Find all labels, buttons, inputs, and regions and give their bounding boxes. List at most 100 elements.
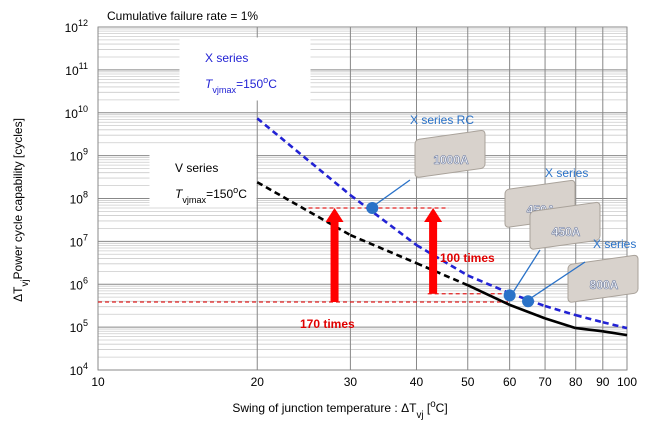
- x-tick-label: 40: [410, 375, 424, 389]
- y-tick-label: 107: [70, 232, 88, 249]
- point-label: X series: [593, 237, 636, 251]
- y-axis-label-part: ΔT: [11, 286, 25, 302]
- series-note-part: =150: [236, 77, 263, 91]
- x-tick-label: 70: [538, 375, 552, 389]
- y-tick-base: 10: [65, 64, 79, 78]
- series-box: [149, 147, 257, 207]
- y-tick-base: 10: [70, 278, 84, 292]
- point-marker: [503, 289, 516, 302]
- y-tick-label: 104: [70, 361, 88, 378]
- y-tick-exponent: 9: [83, 147, 88, 157]
- series-note-part: o: [233, 185, 238, 195]
- point-marker: [522, 295, 535, 308]
- x-tick-label: 90: [596, 375, 610, 389]
- x-axis-label-part: C]: [436, 401, 448, 415]
- x-axis-label-part: Swing of junction temperature : ΔT: [232, 401, 417, 415]
- y-tick-base: 10: [70, 150, 84, 164]
- series-box: [179, 37, 311, 101]
- product-label: 1000A: [433, 153, 469, 167]
- arrow-label: 170 times: [300, 317, 355, 331]
- y-tick-label: 108: [70, 190, 88, 207]
- series-note-part: C: [238, 187, 247, 201]
- series-segment: [467, 274, 511, 295]
- series-segment: [256, 181, 352, 237]
- series-segment: [575, 313, 604, 324]
- series-note-part: vjmax: [212, 85, 236, 95]
- x-tick-label: 60: [503, 375, 517, 389]
- series-note-part: T: [205, 77, 214, 91]
- y-tick-exponent: 8: [83, 190, 88, 200]
- callout-line: [513, 249, 541, 292]
- series-note: Tvjmax=150oC: [205, 75, 277, 95]
- y-tick-label: 1010: [65, 104, 88, 121]
- x-tick-label: 30: [344, 375, 358, 389]
- y-tick-base: 10: [70, 193, 84, 207]
- y-tick-exponent: 11: [79, 61, 88, 71]
- x-tick-label: 100: [617, 375, 637, 389]
- x-axis-label-part: vj: [416, 410, 423, 421]
- series-segment: [544, 317, 577, 330]
- y-tick-base: 10: [70, 364, 84, 378]
- series-segment: [544, 304, 577, 317]
- series-note-part: T: [175, 187, 184, 201]
- series-segment: [602, 320, 628, 330]
- series-segment: [509, 291, 546, 308]
- series-note-part: =150: [206, 187, 233, 201]
- product-image: [414, 129, 486, 178]
- series-segment: [509, 303, 546, 320]
- y-tick-label: 109: [70, 147, 88, 164]
- x-tick-label: 80: [569, 375, 583, 389]
- series-segment: [349, 194, 418, 247]
- series-note-part: vjmax: [182, 195, 206, 205]
- x-tick-label: 10: [91, 375, 105, 389]
- point-label: X series: [545, 166, 588, 180]
- series-note-part: o: [263, 75, 268, 85]
- y-tick-exponent: 7: [83, 232, 88, 242]
- x-axis-label-part: o: [430, 399, 436, 410]
- x-axis-label-part: [: [424, 401, 431, 415]
- product-image: [529, 201, 601, 250]
- product-image: [567, 254, 639, 303]
- product-label: 800A: [590, 278, 619, 292]
- y-tick-base: 10: [65, 107, 79, 121]
- y-tick-base: 10: [70, 235, 84, 249]
- arrow-head: [424, 208, 443, 223]
- series-segment: [575, 326, 603, 333]
- y-tick-exponent: 12: [78, 18, 88, 28]
- callout-line: [531, 261, 586, 298]
- y-tick-label: 1012: [65, 18, 88, 35]
- y-tick-exponent: 10: [78, 104, 88, 114]
- series-segment: [467, 284, 511, 307]
- series-name: X series: [205, 51, 248, 65]
- y-tick-exponent: 4: [83, 361, 88, 371]
- arrow-label: 100 times: [440, 251, 495, 265]
- product-label: 450A: [552, 225, 581, 239]
- callout-line: [375, 179, 411, 205]
- y-tick-exponent: 6: [83, 275, 88, 285]
- series-note-part: C: [268, 77, 277, 91]
- y-tick-exponent: 5: [83, 318, 88, 328]
- series-segment: [256, 117, 352, 197]
- series-segment: [602, 329, 628, 337]
- x-tick-label: 20: [251, 375, 265, 389]
- y-axis-label-part: Power cycle capability [cycles]: [11, 118, 25, 279]
- y-tick-label: 106: [70, 275, 88, 292]
- series-segment: [349, 233, 417, 265]
- arrow-shaft: [429, 220, 438, 294]
- y-axis-label-part: vj: [20, 279, 31, 286]
- series-note: Tvjmax=150oC: [175, 185, 247, 205]
- chart-title: Cumulative failure rate = 1%: [107, 9, 258, 23]
- arrow-head: [325, 208, 344, 223]
- y-tick-label: 105: [70, 318, 88, 335]
- series-name: V series: [175, 161, 218, 175]
- y-axis-label: ΔTvjPower cycle capability [cycles]: [11, 118, 31, 302]
- arrow-shaft: [330, 220, 339, 303]
- point-marker: [366, 202, 379, 215]
- y-tick-base: 10: [65, 21, 79, 35]
- y-tick-label: 1011: [65, 61, 88, 78]
- x-axis-label: Swing of junction temperature : ΔTvj [oC…: [232, 399, 447, 421]
- x-tick-label: 50: [461, 375, 475, 389]
- y-tick-base: 10: [70, 321, 84, 335]
- point-label: X series RC: [410, 113, 474, 127]
